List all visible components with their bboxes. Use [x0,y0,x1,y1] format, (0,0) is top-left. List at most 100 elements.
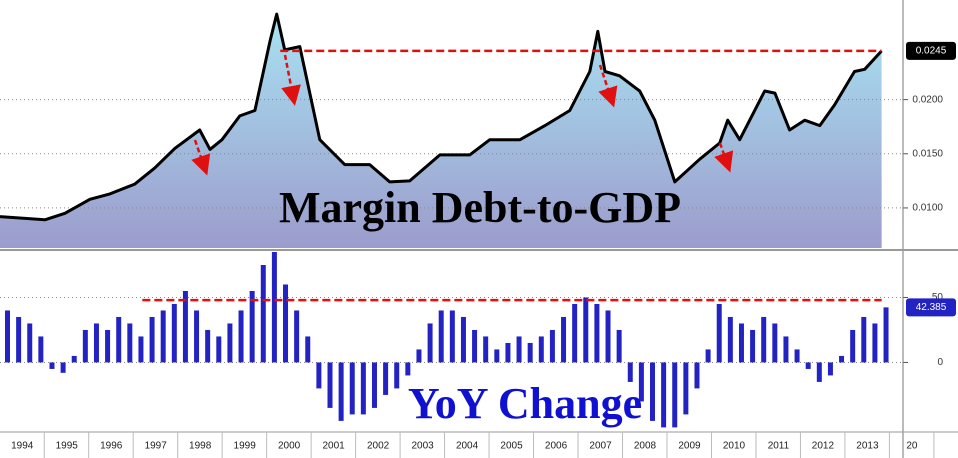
x-tick-label: 2013 [856,441,879,452]
bar [605,310,611,363]
line [0,12,883,222]
bar [727,316,733,363]
x-tick-label: 1995 [56,441,79,452]
bar [650,362,655,421]
area-fill [0,14,882,248]
x-tick-label: 2012 [812,441,835,452]
bar [116,316,122,363]
bar [805,362,811,369]
bar [839,355,845,363]
value-tag [906,298,956,317]
bar [38,336,44,363]
bar [483,336,489,363]
value-tag [906,41,956,60]
bar [327,362,333,408]
x-tick-label: 20 [906,441,918,452]
bar [27,323,33,363]
x-tick-label: 2011 [768,441,790,452]
x-tick-label: 2006 [545,441,568,452]
bar [360,362,366,415]
bar [49,362,55,369]
bar [316,362,322,389]
bar [82,329,88,363]
bar [861,316,867,363]
x-tick-label: 2001 [322,441,345,452]
x-tick-label: 2009 [678,441,701,452]
bar [616,329,622,363]
bar [872,323,878,363]
chart-title: YoY Change [408,379,642,428]
x-tick-label: 2008 [634,441,657,452]
bar [816,362,822,382]
bar [349,362,355,415]
bar [527,342,533,363]
arrows [191,54,734,176]
x-tick-label: 1999 [234,441,257,452]
x-tick-label: 2007 [589,441,612,452]
bar [160,310,166,363]
arrow [191,139,211,176]
bar [661,362,667,428]
bar [705,349,711,363]
bar [772,323,778,363]
x-tick-label: 1994 [11,441,34,452]
bar [472,329,478,363]
bar [750,329,756,363]
bar [672,362,678,428]
x-tick-label: 1998 [189,441,212,452]
bar [283,284,289,363]
bar [71,355,77,363]
bar [761,316,767,363]
bar [271,252,277,363]
bar [627,362,633,382]
bar [149,316,155,363]
bar [171,303,177,363]
bar [827,362,833,376]
bar [716,303,722,363]
value-label: 0.0245 [916,46,947,57]
bar [460,316,466,363]
bar [505,342,511,363]
bar [738,323,744,363]
y-tick-label: 0.0100 [912,203,943,214]
bar [416,349,422,363]
arrow [598,64,618,108]
bar [127,323,133,363]
bar [93,323,99,363]
bar [383,362,389,395]
bar [394,362,400,389]
bar [794,349,800,363]
bar [305,336,311,363]
bar [138,336,144,363]
bar [594,303,600,363]
arrow [281,54,301,106]
bar [538,336,544,363]
x-tick-label: 2000 [278,441,301,452]
bar [182,290,188,363]
bar [371,362,377,408]
bar [194,310,200,363]
bar [60,362,66,373]
x-tick-label: 2005 [500,441,523,452]
bar [227,323,233,363]
bar [5,310,10,363]
bar [238,310,244,363]
bar [105,329,111,363]
bar [294,310,300,363]
bar [572,303,578,363]
bar [549,329,555,363]
x-tick-label: 2010 [723,441,746,452]
bar [427,323,433,363]
bar [850,329,856,363]
bar [438,310,444,363]
bar [494,349,500,363]
y-tick-label: 0.0150 [912,148,943,159]
bar [205,329,211,363]
bar [16,316,22,363]
bar [694,362,700,389]
bar [249,290,255,363]
bar [449,310,455,363]
bar [883,307,889,363]
bar [783,336,789,363]
